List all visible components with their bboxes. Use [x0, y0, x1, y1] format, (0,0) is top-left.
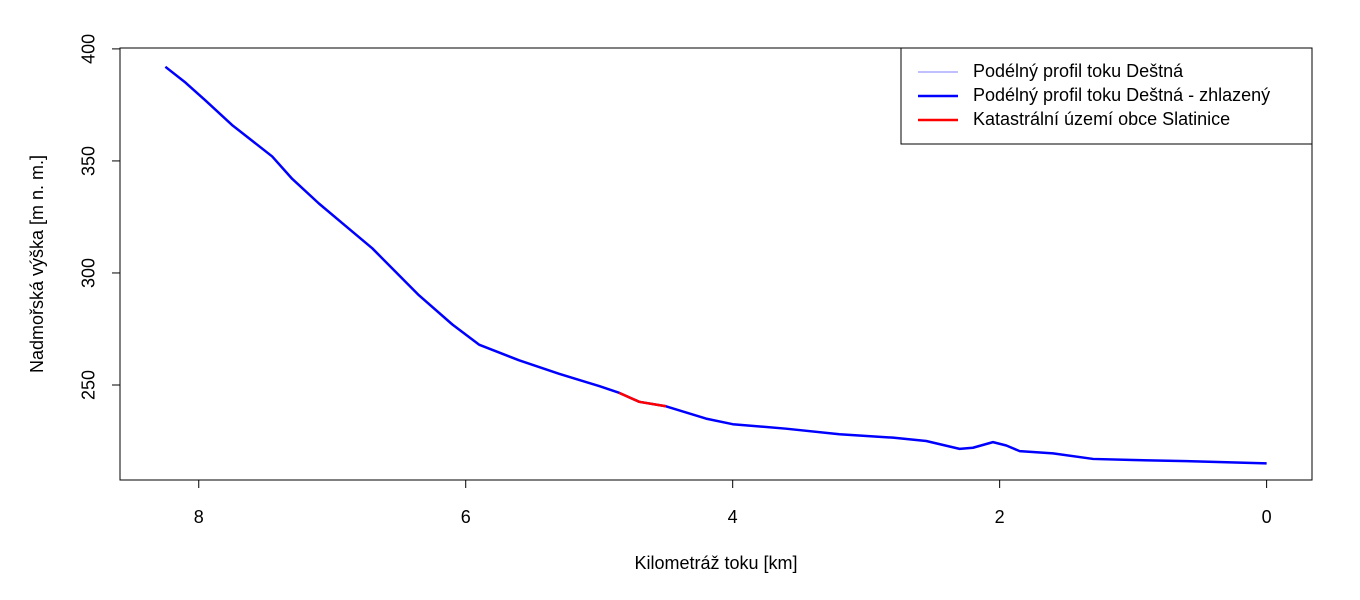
x-tick-label: 4	[728, 507, 738, 527]
y-tick-label: 250	[79, 370, 99, 400]
y-tick-label: 300	[79, 258, 99, 288]
y-tick-label: 350	[79, 146, 99, 176]
y-axis-title: Nadmořská výška [m n. m.]	[27, 155, 47, 373]
x-tick-label: 6	[461, 507, 471, 527]
legend-box	[900, 47, 1313, 145]
y-tick-label: 400	[79, 34, 99, 64]
legend-label: Podélný profil toku Deštná - zhlazený	[973, 85, 1270, 105]
x-axis-title: Kilometráž toku [km]	[634, 553, 797, 573]
x-tick-label: 8	[194, 507, 204, 527]
x-tick-label: 0	[1262, 507, 1272, 527]
legend-label: Podélný profil toku Deštná	[973, 61, 1184, 81]
series-line	[618, 391, 667, 408]
legend-label: Katastrální území obce Slatinice	[973, 109, 1230, 129]
plot-frame	[119, 47, 1313, 481]
x-tick-label: 2	[995, 507, 1005, 527]
